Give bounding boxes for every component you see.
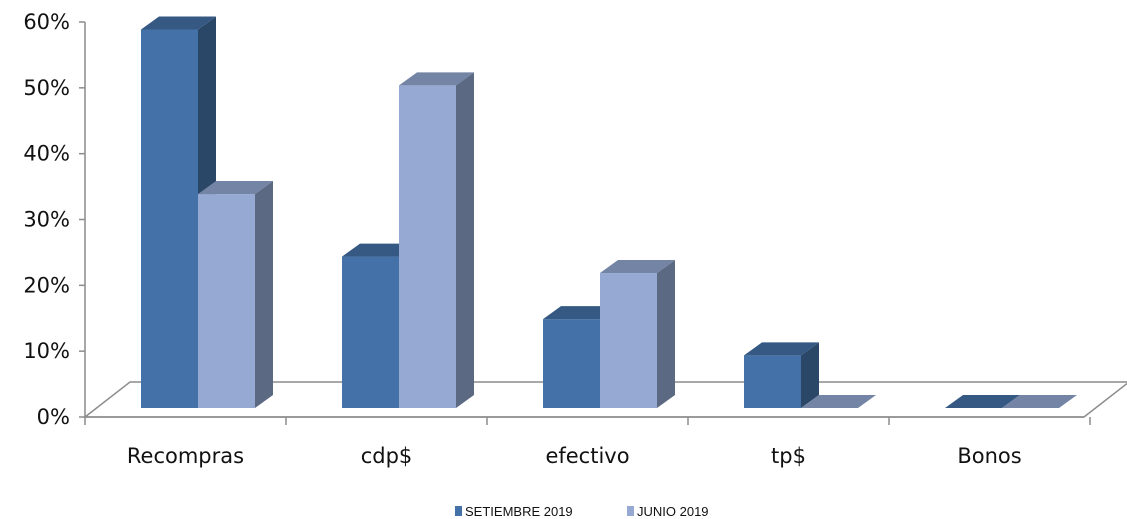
y-tick-label: 20% xyxy=(23,273,70,297)
legend-swatch xyxy=(627,506,634,516)
bar-top-face xyxy=(141,16,216,30)
bar-top-face xyxy=(543,306,618,320)
bar xyxy=(1002,395,1077,409)
bar xyxy=(399,72,474,409)
bar-front-face xyxy=(399,85,456,409)
y-tick-label: 30% xyxy=(23,208,70,232)
bar-top-face xyxy=(744,342,819,356)
bar-top-face xyxy=(600,260,675,274)
bar-top-face xyxy=(342,243,417,257)
bar xyxy=(198,181,273,408)
bar-top-face xyxy=(399,72,474,86)
bar-top-face xyxy=(198,181,273,195)
bar-side-face xyxy=(456,72,474,409)
category-label: Bonos xyxy=(957,444,1021,468)
y-tick-label: 40% xyxy=(23,142,70,166)
bar-side-face xyxy=(801,342,819,408)
bar-front-face xyxy=(543,319,600,408)
category-axis: Recompras cdp$ efectivo tp$ Bonos xyxy=(127,444,1022,468)
legend: SETIEMBRE 2019 JUNIO 2019 xyxy=(455,504,709,519)
bar-side-face xyxy=(657,260,675,408)
bar-side-face xyxy=(255,181,273,408)
bar xyxy=(945,395,1020,409)
legend-label: JUNIO 2019 xyxy=(637,504,709,519)
y-tick-label: 0% xyxy=(37,405,70,429)
category-label: cdp$ xyxy=(361,444,413,468)
bar-front-face xyxy=(744,355,801,408)
bar xyxy=(600,260,675,408)
category-label: tp$ xyxy=(771,444,806,468)
value-axis: 0% 10% 20% 30% 40% 50% 60% xyxy=(23,10,1091,429)
bar xyxy=(801,395,876,409)
bar-top-face xyxy=(945,395,1020,408)
bar-front-face xyxy=(198,194,255,408)
bar-front-face xyxy=(600,273,657,408)
legend-swatch xyxy=(455,506,462,516)
legend-label: SETIEMBRE 2019 xyxy=(465,504,573,519)
bar-front-face xyxy=(141,29,198,408)
bars-group xyxy=(141,16,1077,409)
category-label: Recompras xyxy=(127,444,244,468)
bar-top-face xyxy=(1002,395,1077,408)
bar-front-face xyxy=(342,256,399,408)
y-tick-label: 60% xyxy=(23,10,70,34)
bar xyxy=(744,342,819,408)
y-tick-label: 50% xyxy=(23,76,70,100)
category-label: efectivo xyxy=(545,444,629,468)
y-tick-label: 10% xyxy=(23,339,70,363)
bar-top-face xyxy=(801,395,876,408)
